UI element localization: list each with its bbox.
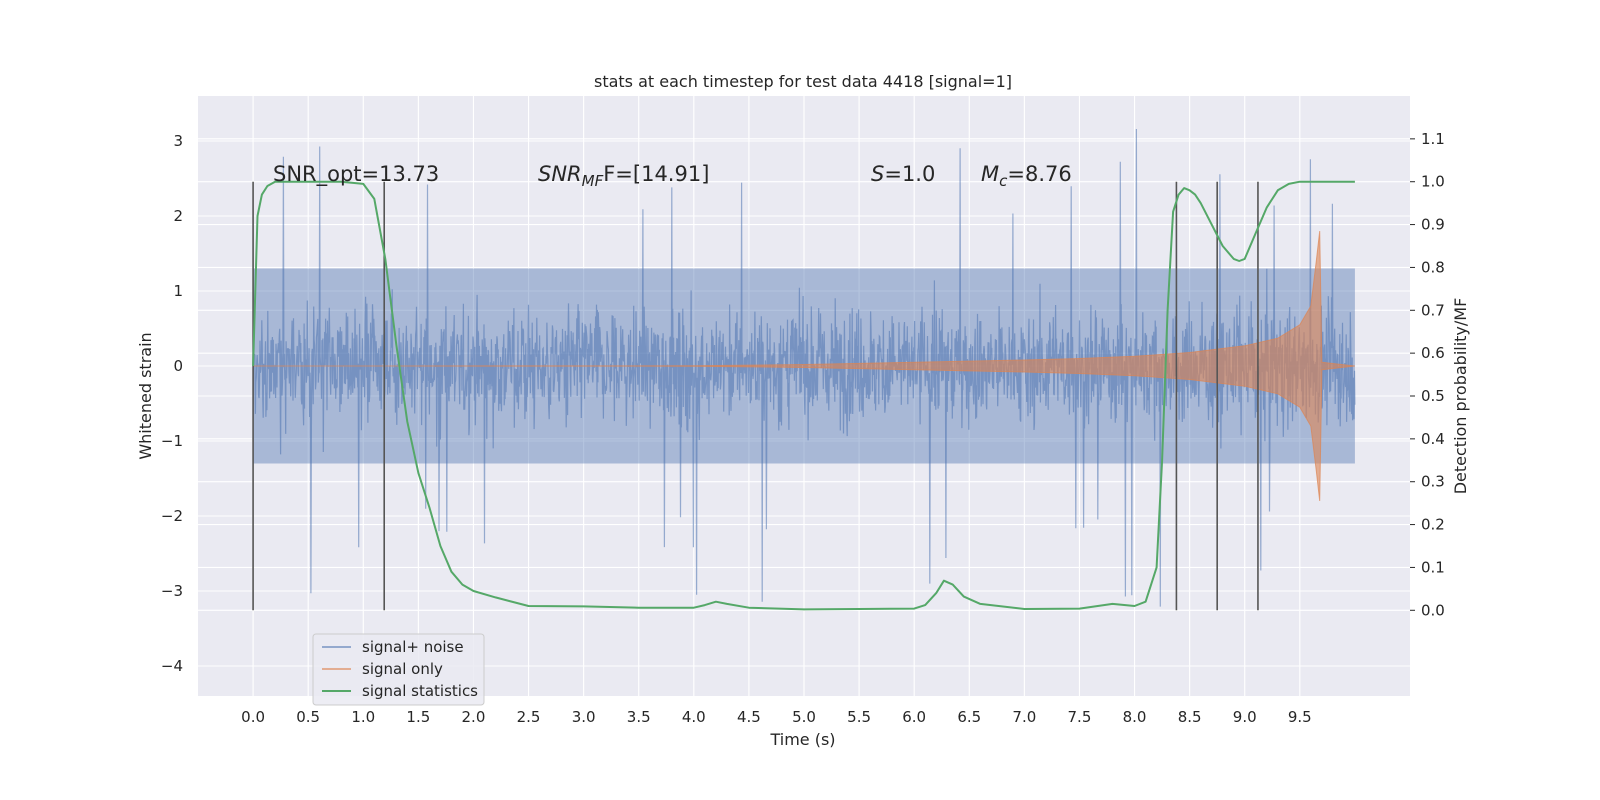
y-tick-label: −2 [161, 507, 183, 525]
signal-only-series [253, 230, 1355, 502]
legend-label-signal-noise: signal+ noise [362, 638, 464, 656]
y-tick-label: 3 [173, 132, 183, 150]
y-tick-label-right: 0.0 [1421, 601, 1445, 619]
y-tick-label-right: 0.6 [1421, 344, 1445, 362]
y-tick-label-right: 0.8 [1421, 258, 1445, 276]
x-tick-label: 9.5 [1288, 708, 1312, 726]
y-tick-label-right: 0.4 [1421, 430, 1445, 448]
x-tick-label: 8.0 [1123, 708, 1147, 726]
annotation-mc-main: M [981, 162, 999, 186]
annotation-s: S=1.0 [871, 162, 935, 186]
y-axis-label-left: Whitened strain [136, 332, 155, 459]
y-tick-label-right: 0.7 [1421, 301, 1445, 319]
x-tick-label: 7.5 [1068, 708, 1092, 726]
y-tick-label-right: 1.0 [1421, 173, 1445, 191]
x-tick-label: 5.0 [792, 708, 816, 726]
signal-statistics-series [252, 180, 1355, 611]
x-tick-label: 3.0 [572, 708, 596, 726]
signal-only-envelope [253, 230, 1355, 502]
y-tick-label-right: 0.5 [1421, 387, 1445, 405]
y-tick-label-right: 1.1 [1421, 130, 1445, 148]
x-tick-label: 4.0 [682, 708, 706, 726]
annotation-s-main: S [871, 162, 884, 186]
x-tick-label: 3.5 [627, 708, 651, 726]
y-tick-label-right: 0.3 [1421, 473, 1445, 491]
annotation-s-rest: =1.0 [884, 162, 935, 186]
x-axis-label: Time (s) [769, 730, 835, 749]
x-tick-label: 6.0 [902, 708, 926, 726]
x-tick-label: 7.0 [1012, 708, 1036, 726]
x-tick-label: 9.0 [1233, 708, 1257, 726]
y-axis-label-right: Detection probability/MF [1451, 298, 1470, 495]
x-tick-label: 4.5 [737, 708, 761, 726]
y-tick-labels-right: 1.1 1.0 0.9 0.8 0.7 0.6 0.5 0.4 0.3 0.2 0.1 0.0 [1410, 130, 1445, 619]
annotation-snr-mf-main: SNR [538, 162, 582, 186]
annotation-snr-mf: SNRMFF=[14.91] [538, 162, 709, 190]
x-tick-label: 2.5 [517, 708, 541, 726]
chart-title: stats at each timestep for test data 441… [594, 72, 1012, 91]
y-tick-labels-left: 3 2 1 0 −1 −2 −3 −4 [161, 132, 183, 675]
legend-label-signal-statistics: signal statistics [362, 682, 478, 700]
annotation-snr-mf-rest: F=[14.91] [603, 162, 709, 186]
legend-label-signal-only: signal only [362, 660, 443, 678]
x-tick-labels: 0.0 0.5 1.0 1.5 2.0 2.5 3.0 3.5 4.0 4.5 5.0 5.5 6.0 6… [241, 708, 1312, 726]
y-tick-label-right: 0.9 [1421, 216, 1445, 234]
x-tick-label: 0.0 [241, 708, 265, 726]
y-tick-label: −4 [161, 657, 183, 675]
annotation-mc-sub: c [999, 172, 1008, 190]
y-tick-label-right: 0.1 [1421, 558, 1445, 576]
annotation-snr-opt: SNR_opt=13.73 [273, 162, 439, 187]
y-tick-label: 1 [173, 282, 183, 300]
y-tick-label-right: 0.2 [1421, 516, 1445, 534]
legend: signal+ noise signal only signal statist… [312, 633, 485, 706]
y-tick-label: 0 [173, 357, 183, 375]
x-tick-label: 1.5 [406, 708, 430, 726]
x-tick-label: 0.5 [296, 708, 320, 726]
y-tick-label: 2 [173, 207, 183, 225]
signal-statistics-line [252, 180, 1355, 611]
y-tick-label: −3 [161, 582, 183, 600]
signal-noise-line [252, 128, 1356, 607]
x-tick-label: 2.0 [462, 708, 486, 726]
y-tick-label: −1 [161, 432, 183, 450]
x-tick-label: 5.5 [847, 708, 871, 726]
x-tick-label: 1.0 [351, 708, 375, 726]
annotation-mc-rest: =8.76 [1007, 162, 1071, 186]
x-tick-label: 8.5 [1178, 708, 1202, 726]
annotation-mc: Mc=8.76 [981, 162, 1072, 190]
x-tick-label: 6.5 [957, 708, 981, 726]
legend-box [312, 633, 485, 706]
annotation-snr-mf-sub: MF [582, 172, 604, 190]
